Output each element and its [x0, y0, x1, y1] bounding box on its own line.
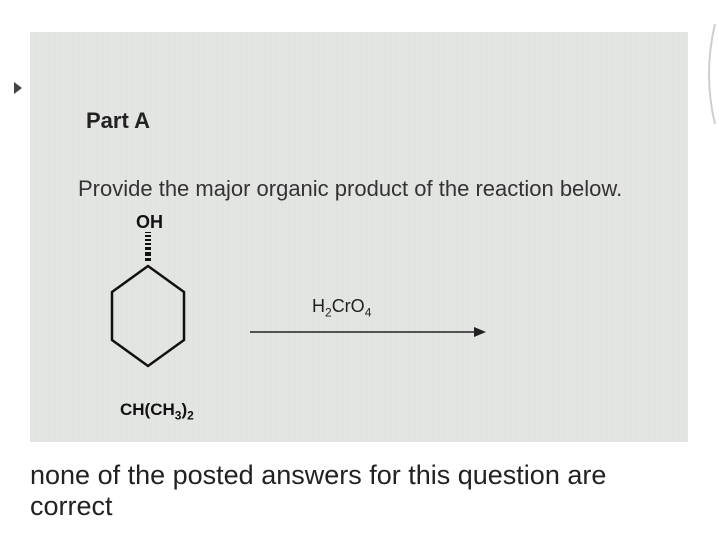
- question-panel: Part A Provide the major organic product…: [30, 32, 688, 442]
- collapse-triangle-icon[interactable]: [14, 82, 22, 94]
- cyclohexane-ring: [108, 264, 188, 368]
- substituent-top-label: OH: [136, 212, 163, 233]
- answer-note-text: none of the posted answers for this ques…: [30, 460, 690, 522]
- question-prompt: Provide the major organic product of the…: [78, 176, 622, 202]
- reaction-diagram: OH CH(CH3)2 H2CrO4: [90, 212, 490, 432]
- part-label: Part A: [86, 108, 150, 134]
- reagent-label: H2CrO4: [312, 296, 371, 320]
- reaction-arrow: [250, 322, 490, 342]
- substituent-bottom-label: CH(CH3)2: [120, 400, 194, 422]
- side-curve-decoration: [701, 24, 719, 124]
- dashed-bond: [145, 232, 151, 262]
